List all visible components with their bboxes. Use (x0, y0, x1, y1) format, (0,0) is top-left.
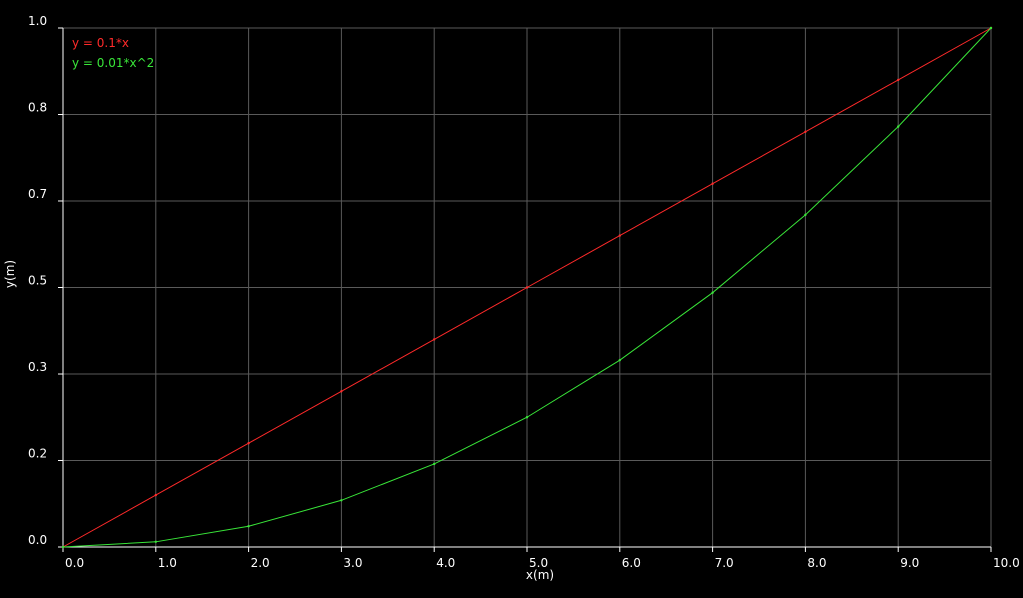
legend-entry-1: y = 0.1*x (72, 36, 129, 50)
axes (58, 27, 992, 552)
legend-entry-2: y = 0.01*x^2 (72, 56, 154, 70)
y-tick-label: 0.3 (28, 360, 47, 374)
x-tick-label: 5.0 (529, 556, 548, 570)
data-point (989, 26, 993, 30)
data-point (711, 182, 714, 185)
x-tick-label: 9.0 (900, 556, 919, 570)
y-tick-label: 0.0 (28, 533, 47, 547)
y-tick-label: 0.5 (28, 274, 47, 288)
y-axis-label: y(m) (3, 260, 17, 288)
data-point (525, 286, 529, 289)
x-tick-label: 3.0 (343, 556, 362, 570)
x-axis-label: x(m) (526, 568, 554, 582)
data-point (618, 234, 621, 237)
data-point (525, 416, 529, 419)
data-point (340, 390, 343, 393)
data-point (804, 130, 807, 133)
data-point (61, 545, 65, 549)
x-tick-label: 2.0 (251, 556, 270, 570)
data-point (618, 358, 621, 362)
x-tick-label: 1.0 (158, 556, 177, 570)
data-point (247, 442, 250, 445)
x-tick-label: 0.0 (65, 556, 84, 570)
y-tick-label: 0.7 (28, 187, 47, 201)
data-point (247, 525, 250, 528)
series-lines (61, 26, 993, 549)
x-tick-label: 7.0 (715, 556, 734, 570)
x-tick-label: 4.0 (436, 556, 455, 570)
y-tick-label: 0.2 (28, 446, 47, 460)
data-point (433, 338, 436, 341)
x-tick-label: 10.0 (993, 556, 1020, 570)
x-tick-label: 8.0 (807, 556, 826, 570)
data-point (340, 499, 343, 502)
data-point (804, 213, 807, 217)
data-point (711, 291, 714, 294)
legend: y = 0.1*x y = 0.01*x^2 (72, 36, 154, 70)
data-point (154, 540, 157, 544)
data-point (433, 462, 436, 466)
data-point (897, 78, 900, 82)
y-tick-label: 1.0 (28, 14, 47, 28)
tick-labels: 0.0 1.0 2.0 3.0 4.0 5.0 6.0 7.0 8.0 9.0 10.0 0.0 0.2… (28, 14, 1020, 570)
x-tick-label: 6.0 (622, 556, 641, 570)
data-point (154, 493, 157, 497)
data-point (897, 125, 900, 128)
y-tick-label: 0.8 (28, 101, 47, 115)
